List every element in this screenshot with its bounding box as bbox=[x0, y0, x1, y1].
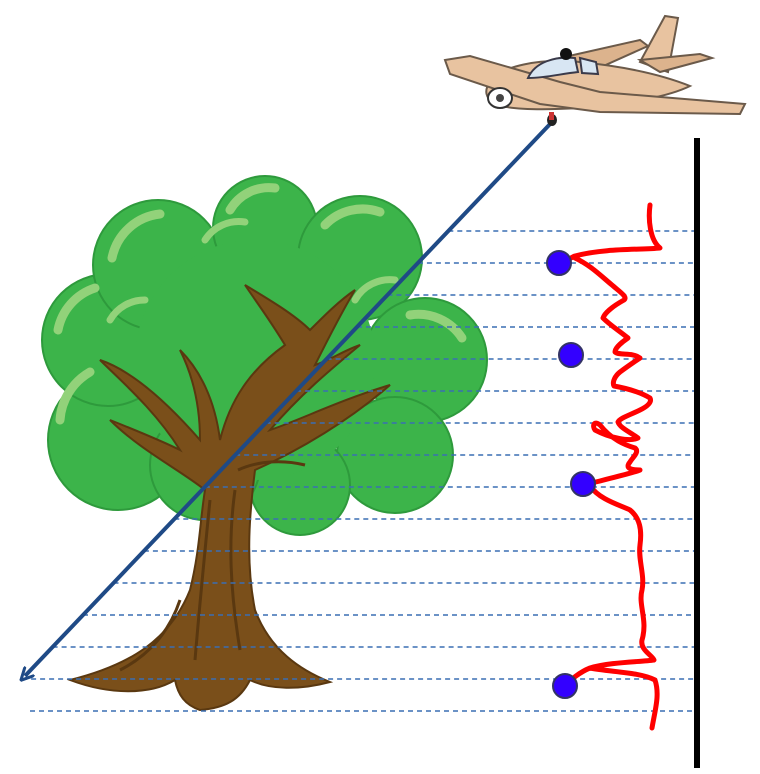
return-waveform bbox=[557, 202, 663, 731]
laser-beam-arrow bbox=[25, 120, 554, 676]
tree-foliage bbox=[41, 175, 488, 536]
airplane-illustration bbox=[443, 14, 747, 126]
return-marker-4 bbox=[552, 673, 578, 699]
return-marker-1 bbox=[546, 250, 572, 276]
return-marker-3 bbox=[570, 471, 596, 497]
tree-illustration bbox=[41, 175, 488, 712]
return-marker-2 bbox=[558, 342, 584, 368]
return-markers bbox=[546, 250, 596, 699]
